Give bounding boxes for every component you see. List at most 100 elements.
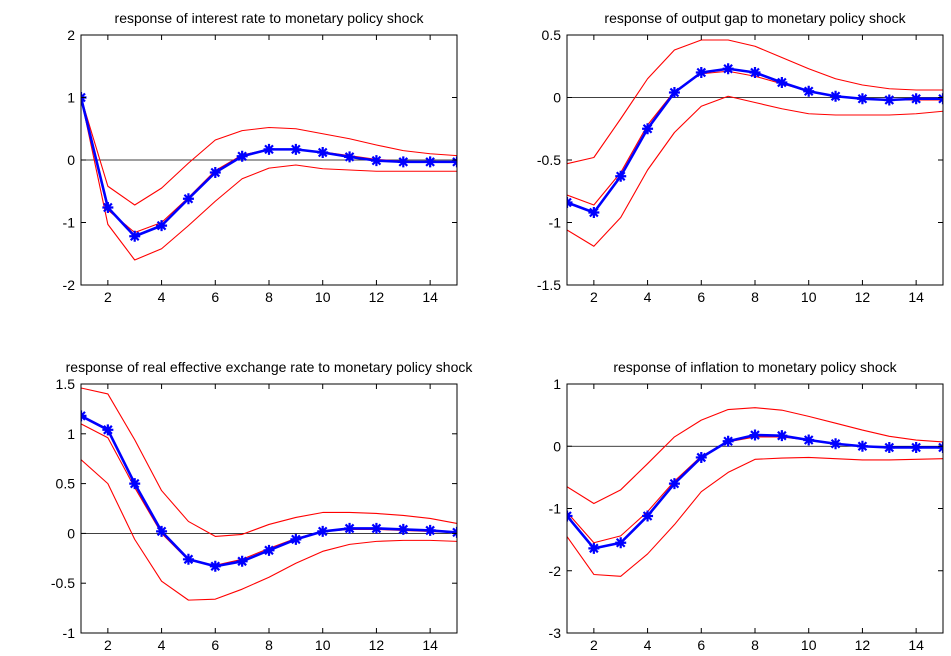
series-group	[567, 407, 943, 577]
x-tick-label: 14	[422, 289, 438, 305]
x-tick-label: 6	[697, 289, 705, 305]
y-tick-label: 0.5	[542, 27, 562, 43]
response-marker	[344, 151, 356, 163]
x-tick-label: 14	[422, 637, 438, 653]
response-marker	[424, 524, 436, 536]
y-tick-label: -1	[549, 501, 562, 517]
y-tick-label: 0.5	[56, 476, 76, 492]
response-marker	[424, 156, 436, 168]
response-marker	[370, 522, 382, 534]
response-marker	[695, 451, 707, 463]
median-line	[567, 436, 943, 544]
response-line	[567, 433, 943, 550]
x-tick-label: 6	[697, 637, 705, 653]
y-tick-label: 0	[67, 525, 75, 541]
y-tick-label: -1	[63, 215, 76, 231]
response-marker	[317, 147, 329, 158]
upper-line	[567, 39, 943, 165]
response-marker	[397, 523, 409, 535]
lower-line	[81, 459, 457, 601]
response-marker	[129, 230, 141, 242]
x-tick-label: 8	[265, 289, 273, 305]
response-marker	[615, 537, 627, 549]
subplot-title: response of real effective exchange rate…	[66, 359, 474, 375]
x-tick-label: 10	[315, 289, 331, 305]
response-marker	[776, 430, 788, 442]
x-tick-label: 10	[801, 637, 817, 653]
response-marker	[776, 77, 788, 88]
response-marker	[344, 522, 356, 534]
response-marker	[102, 202, 114, 213]
response-marker	[317, 525, 329, 537]
response-marker	[236, 555, 248, 567]
x-tick-label: 2	[590, 289, 598, 305]
response-marker	[910, 93, 922, 105]
subplot-title: response of output gap to monetary polic…	[604, 10, 906, 26]
x-tick-label: 12	[369, 289, 385, 305]
y-tick-label: 1	[67, 426, 75, 442]
x-tick-label: 2	[104, 289, 112, 305]
y-tick-label: -1	[549, 215, 562, 231]
response-marker	[803, 434, 815, 446]
response-line	[567, 67, 943, 214]
response-marker	[290, 533, 302, 545]
y-tick-label: 0	[553, 90, 561, 106]
response-marker	[102, 424, 114, 436]
response-marker	[182, 193, 194, 205]
response-marker	[156, 525, 168, 537]
lower-line	[81, 97, 457, 261]
subplot-2: response of output gap to monetary polic…	[537, 10, 944, 305]
x-tick-label: 2	[104, 637, 112, 653]
response-marker	[722, 435, 734, 447]
response-marker	[290, 143, 302, 155]
response-marker	[883, 94, 895, 106]
response-marker	[856, 440, 868, 452]
x-tick-label: 12	[369, 637, 385, 653]
response-marker	[749, 429, 761, 441]
x-tick-label: 14	[908, 637, 924, 653]
series-group	[81, 92, 457, 261]
response-marker	[156, 220, 168, 232]
median-line	[567, 70, 943, 206]
response-marker	[370, 155, 382, 167]
subplot-title: response of interest rate to monetary po…	[115, 10, 425, 26]
y-tick-label: -0.5	[537, 152, 561, 168]
response-marker	[695, 67, 707, 78]
response-marker	[397, 156, 409, 168]
upper-line	[81, 97, 457, 206]
response-marker	[803, 85, 815, 97]
response-marker	[263, 143, 275, 155]
y-tick-label: 1	[553, 376, 561, 392]
x-tick-label: 8	[265, 637, 273, 653]
response-marker	[129, 478, 141, 490]
upper-line	[81, 387, 457, 537]
x-tick-label: 10	[315, 637, 331, 653]
y-tick-label: -2	[549, 563, 562, 579]
y-tick-label: 2	[67, 27, 75, 43]
response-marker	[236, 150, 248, 162]
response-marker	[615, 170, 627, 182]
lower-line	[567, 456, 943, 577]
x-tick-label: 4	[158, 637, 166, 653]
y-tick-label: 1.5	[56, 376, 76, 392]
response-marker	[910, 441, 922, 453]
subplot-title: response of inflation to monetary policy…	[613, 359, 897, 375]
y-tick-label: -0.5	[51, 575, 75, 591]
axes-frame	[80, 383, 458, 634]
y-tick-label: -3	[549, 625, 562, 641]
response-marker	[883, 441, 895, 453]
subplot-1: response of interest rate to monetary po…	[63, 10, 458, 305]
upper-line	[567, 407, 943, 505]
response-marker	[588, 542, 600, 554]
series-group	[567, 39, 943, 247]
response-marker	[209, 560, 221, 572]
x-tick-label: 12	[855, 289, 871, 305]
x-tick-label: 6	[211, 289, 219, 305]
x-tick-label: 12	[855, 637, 871, 653]
response-marker	[209, 167, 221, 178]
response-marker	[182, 553, 194, 565]
x-tick-label: 4	[158, 289, 166, 305]
x-tick-label: 8	[751, 289, 759, 305]
x-tick-label: 4	[644, 637, 652, 653]
